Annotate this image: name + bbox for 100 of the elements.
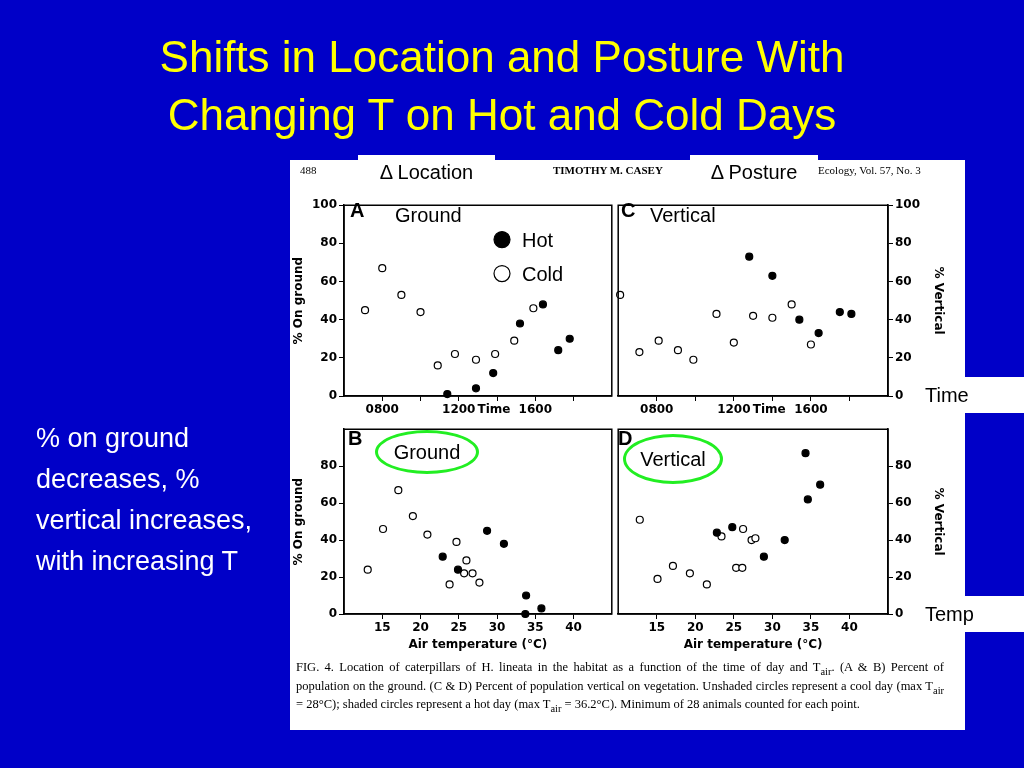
point (529, 304, 538, 313)
point (423, 530, 432, 539)
point (801, 449, 810, 458)
point (453, 565, 463, 574)
x-tick-label: 35 (802, 620, 820, 635)
text: Δ Location (358, 155, 495, 189)
point (795, 315, 804, 324)
point (816, 480, 825, 489)
point (438, 552, 447, 561)
y2-tick-label: 40 (895, 532, 912, 547)
point (768, 271, 777, 280)
point (780, 535, 789, 545)
point (378, 264, 387, 273)
point (712, 309, 721, 319)
y-tick-label: 20 (320, 569, 337, 584)
point (360, 306, 370, 315)
point (554, 346, 563, 355)
point (408, 511, 417, 521)
x-tick-label: 0800 (365, 402, 399, 417)
x-tick-label: 0800 (640, 402, 674, 417)
y2-tick-label: 20 (895, 569, 912, 584)
point (522, 591, 531, 600)
point (515, 319, 525, 328)
point (653, 574, 662, 583)
point (728, 523, 737, 532)
point (689, 355, 698, 364)
point (433, 361, 442, 370)
point (635, 348, 644, 357)
y2-tick-label: 0 (895, 606, 904, 621)
annotation: B (348, 426, 363, 450)
x-axis-title: Time (752, 402, 786, 417)
y-tick-label: 60 (320, 495, 337, 510)
point (475, 578, 484, 587)
point (450, 349, 460, 359)
point (499, 539, 509, 548)
x-tick-label: 1600 (518, 402, 552, 417)
point (749, 311, 758, 320)
point (537, 604, 546, 613)
y-axis-title: % On ground (291, 477, 306, 566)
text: TIMOTHY M. CASEY (553, 164, 663, 178)
x-axis-title: Air temperature (°C) (683, 636, 823, 651)
x-tick-label: 15 (648, 620, 666, 635)
point (460, 569, 469, 578)
x-axis-title: Air temperature (°C) (408, 636, 548, 651)
y2-tick-label: 60 (895, 273, 912, 288)
y-tick-label: 40 (320, 311, 337, 326)
legend-label: Cold (522, 263, 564, 286)
point (462, 556, 471, 565)
point (702, 580, 711, 589)
point (363, 565, 372, 574)
y-tick-label: 100 (311, 197, 337, 212)
y2-tick-label: 20 (895, 349, 912, 364)
point (491, 349, 500, 359)
x-tick-label: 15 (373, 620, 391, 635)
point (759, 552, 768, 561)
point (729, 338, 738, 347)
x-tick-label: 30 (488, 620, 506, 635)
point (482, 526, 492, 535)
point (738, 524, 748, 534)
point (654, 336, 663, 345)
point (847, 309, 856, 319)
text: Temp (915, 596, 1024, 632)
y-tick-label: 0 (328, 388, 337, 403)
point (397, 290, 406, 299)
annotation: Ground (395, 203, 462, 227)
text: 488 (300, 164, 317, 178)
point (685, 569, 694, 578)
x-tick-label: 40 (841, 620, 858, 635)
x-tick-label: 1200 (717, 402, 751, 417)
x-tick-label: 25 (450, 620, 468, 635)
y2-axis-title: % Vertical (931, 266, 946, 335)
y2-tick-label: 60 (895, 495, 912, 510)
point (768, 313, 777, 322)
point (378, 524, 388, 534)
point (803, 495, 812, 504)
annotation: D (618, 426, 633, 450)
x-tick-label: 30 (764, 620, 781, 635)
y-tick-label: 40 (320, 532, 337, 547)
annotation: Vertical (650, 203, 716, 227)
point (635, 515, 644, 524)
x-tick-label: 1600 (794, 402, 828, 417)
y-tick-label: 80 (320, 235, 337, 250)
x-tick-label: 40 (565, 620, 582, 635)
text: FIG. 4. Location of caterpillars of H. lineata in the habitat as a function of the time of day and T$_{air}$. (A & B) Percent of population on the ground. (C & D) Percent of population vertical on vegetation. Unshaded circles represent a cool day (max T$_{air}$ = 28°C); shaded circles represent a hot day (max T$_{air}$ = 36.2°C). Minimum of 28 animals counted for each point. (296, 660, 944, 714)
point (510, 336, 519, 345)
y2-axis-title: % Vertical (931, 487, 946, 556)
point (489, 369, 498, 378)
point (416, 307, 425, 317)
point (814, 328, 823, 338)
point (445, 580, 454, 589)
point (668, 561, 678, 571)
y2-tick-label: 100 (895, 197, 921, 212)
annotation: Vertical (640, 448, 706, 470)
y-tick-label: 20 (320, 349, 337, 364)
text: % on ground decreases, % vertical increases, with increasing T (36, 422, 254, 578)
point (452, 537, 461, 547)
x-tick-label: 1200 (442, 402, 476, 417)
legend-label: Hot (522, 229, 554, 252)
point (745, 252, 754, 261)
y-tick-label: 60 (320, 273, 337, 288)
